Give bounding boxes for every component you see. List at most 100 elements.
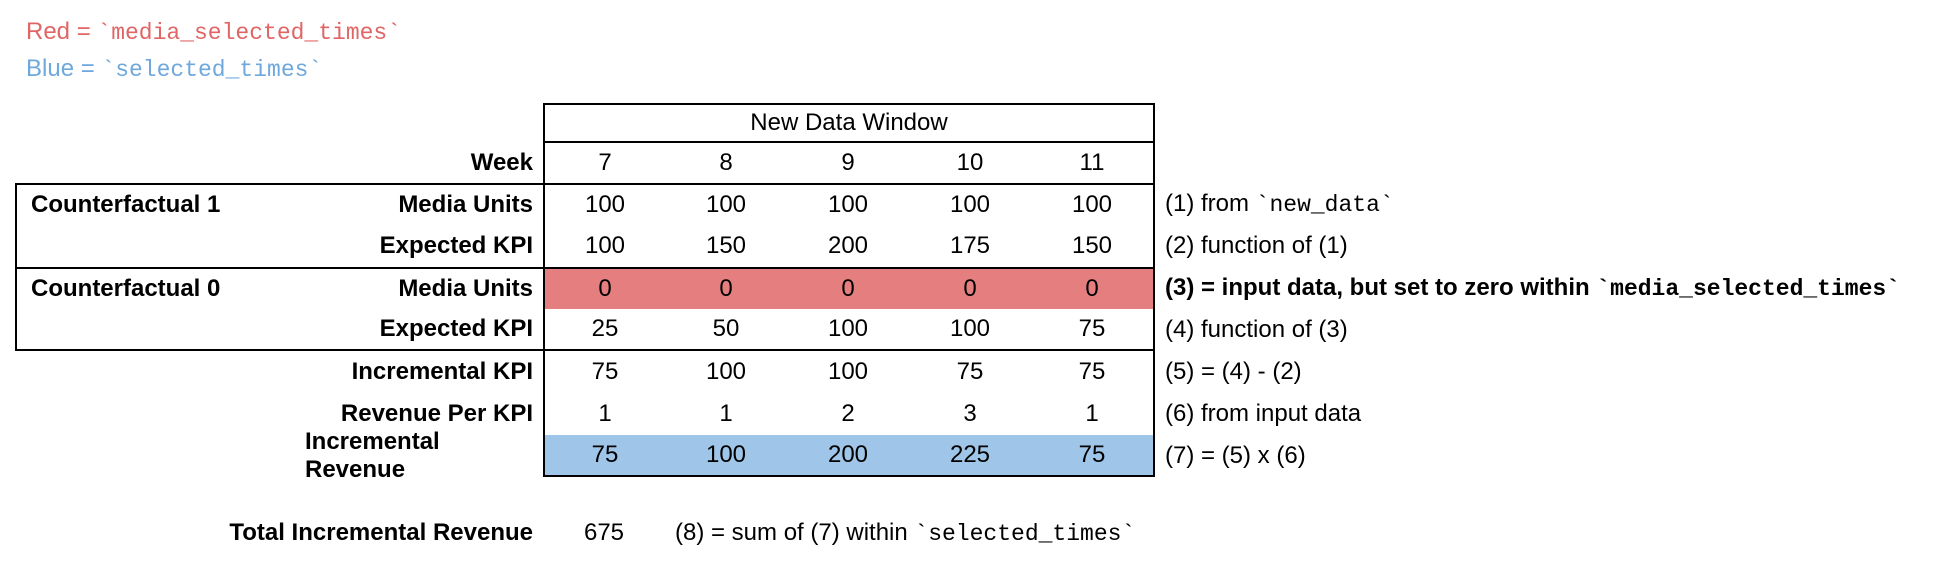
- row-group-label: [15, 351, 305, 393]
- value-cell: 100: [909, 309, 1031, 351]
- annotation-pre: (8) = sum of (7) within: [675, 519, 915, 546]
- week-label: Week: [470, 149, 533, 176]
- value-cell: 150: [1031, 225, 1155, 267]
- value-cell: 100: [543, 225, 665, 267]
- row-group-label: Counterfactual 1: [15, 183, 305, 225]
- annotation-text: (1) from `new_data`: [1165, 190, 1394, 218]
- annotation-text: (5) = (4) - (2): [1165, 358, 1302, 386]
- annotation-pre: (4) function of (3): [1165, 316, 1348, 343]
- legend-blue-label: Blue =: [26, 54, 102, 82]
- value-cell-blue: 200: [787, 435, 909, 477]
- value-cell: 175: [949, 232, 991, 259]
- legend-item-blue: Blue = `selected_times`: [26, 50, 401, 87]
- value-cell: 100: [1031, 183, 1155, 225]
- value-cell-red: 0: [787, 267, 909, 309]
- legend-red-label: Red =: [26, 17, 98, 45]
- row-annotation: (4) function of (3): [1155, 309, 1348, 351]
- annotation-pre: (3) = input data, but set to zero within: [1165, 274, 1597, 301]
- legend-red-text: Red = `media_selected_times`: [26, 18, 401, 46]
- annotation-pre: (7) = (5) x (6): [1165, 442, 1306, 469]
- annotation-text: (3) = input data, but set to zero within…: [1165, 274, 1900, 302]
- table-row-cf0-media-units: Counterfactual 0 Media Units 0 0 0 0 0 (…: [15, 267, 1900, 309]
- week-group-spacer: [15, 143, 305, 183]
- value-cell-blue: 225: [909, 435, 1031, 477]
- legend-red-code: `media_selected_times`: [97, 19, 402, 46]
- row-group-label: [15, 309, 305, 351]
- annotation-text: (6) from input data: [1165, 400, 1361, 428]
- value-cell: 200: [827, 232, 869, 259]
- table-row-incremental-revenue: Incremental Revenue 75 100 200 225 75 (7…: [15, 428, 1900, 483]
- total-value: 675: [583, 519, 625, 546]
- total-row: Total Incremental Revenue 675 (8) = sum …: [15, 512, 1135, 554]
- value-cell: 100: [787, 183, 909, 225]
- value-cell: 75: [956, 358, 984, 385]
- value-cell: 1: [719, 400, 733, 427]
- legend-item-red: Red = `media_selected_times`: [26, 13, 401, 50]
- value-cell-red: 0: [543, 267, 665, 309]
- row-annotation: (2) function of (1): [1155, 225, 1348, 267]
- value-cell: 100: [665, 183, 787, 225]
- table-row-cf1-expected-kpi: Expected KPI 100 150 200 175 150 (2) fun…: [15, 225, 1900, 267]
- value-cell-blue: 100: [665, 435, 787, 477]
- total-annotation: (8) = sum of (7) within `selected_times`: [665, 512, 1135, 554]
- row-annotation: (5) = (4) - (2): [1155, 351, 1302, 393]
- row-group-label: [15, 393, 305, 435]
- value-cell: 75: [1031, 309, 1155, 351]
- value-cell: 75: [1031, 351, 1155, 393]
- value-cell: 3: [963, 400, 977, 427]
- row-label: Media Units: [305, 183, 543, 225]
- row-label: Expected KPI: [379, 232, 533, 259]
- week-row: Week 7 8 9 10 11: [15, 143, 1900, 183]
- header-spacer: [15, 103, 543, 143]
- annotation-text: (2) function of (1): [1165, 232, 1348, 260]
- value-cell: 2: [841, 400, 855, 427]
- row-annotation: (3) = input data, but set to zero within…: [1155, 267, 1900, 309]
- value-cell: 150: [705, 232, 747, 259]
- value-cell: 50: [665, 309, 787, 351]
- row-label: Expected KPI: [305, 309, 543, 351]
- row-annotation: (6) from input data: [1155, 393, 1361, 435]
- annotation-pre: (1) from: [1165, 190, 1256, 217]
- week-value: 9: [841, 149, 855, 176]
- value-cell-blue: 75: [543, 435, 665, 477]
- row-group-label: Counterfactual 0: [15, 267, 305, 309]
- annotation-code: `new_data`: [1255, 192, 1394, 218]
- table-row-revenue-per-kpi: Revenue Per KPI 1 1 2 3 1 (6) from input…: [15, 393, 1900, 435]
- annotation-text: (8) = sum of (7) within `selected_times`: [675, 519, 1135, 547]
- value-cell-blue: 75: [1031, 435, 1155, 477]
- value-cell-red: 0: [909, 267, 1031, 309]
- value-cell: 25: [543, 309, 665, 351]
- table-row-cf0-expected-kpi: Expected KPI 25 50 100 100 75 (4) functi…: [15, 309, 1900, 351]
- row-group-label: [15, 435, 305, 477]
- row-annotation: (7) = (5) x (6): [1155, 435, 1306, 477]
- value-cell: 100: [909, 183, 1031, 225]
- annotation-text: (4) function of (3): [1165, 316, 1348, 344]
- row-label: Revenue Per KPI: [340, 400, 533, 427]
- value-cell: 75: [543, 351, 665, 393]
- value-cell: 100: [705, 358, 747, 385]
- annotation-pre: (5) = (4) - (2): [1165, 358, 1302, 385]
- counterfactual-table: New Data Window Week 7 8 9 10 11 Counter…: [15, 103, 1900, 483]
- table-row-incremental-kpi: Incremental KPI 75 100 100 75 75 (5) = (…: [15, 351, 1900, 393]
- value-cell: 100: [543, 183, 665, 225]
- value-cell-red: 0: [1031, 267, 1155, 309]
- annotation-pre: (6) from input data: [1165, 400, 1362, 427]
- annotation-code: `selected_times`: [914, 521, 1136, 547]
- legend-blue-text: Blue = `selected_times`: [26, 55, 322, 83]
- value-cell: 100: [787, 309, 909, 351]
- new-data-window-header: New Data Window: [543, 103, 1155, 143]
- legend: Red = `media_selected_times` Blue = `sel…: [26, 13, 401, 87]
- week-value: 7: [543, 143, 665, 183]
- row-annotation: (1) from `new_data`: [1155, 183, 1394, 225]
- row-label: Incremental KPI: [351, 358, 533, 385]
- row-group-label: [15, 225, 305, 267]
- value-cell: 1: [543, 393, 665, 435]
- row-label: Media Units: [305, 267, 543, 309]
- annotation-pre: (2) function of (1): [1165, 232, 1348, 259]
- row-label: Incremental Revenue: [305, 428, 440, 483]
- annotation-text: (7) = (5) x (6): [1165, 442, 1306, 470]
- value-cell: 100: [827, 358, 869, 385]
- value-cell-red: 0: [665, 267, 787, 309]
- legend-blue-code: `selected_times`: [101, 56, 323, 83]
